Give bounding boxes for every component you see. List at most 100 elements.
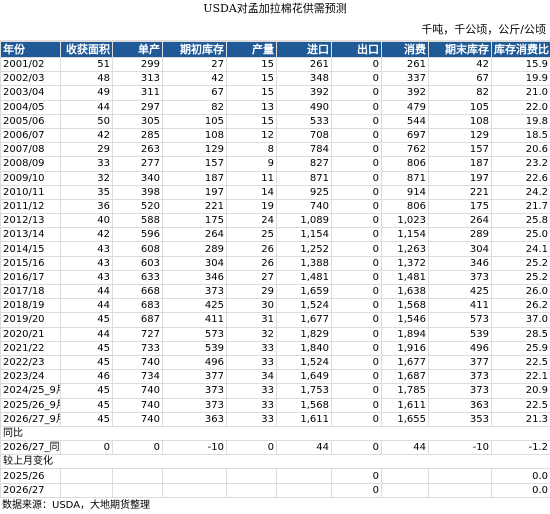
- row-label: 2015/16: [1, 256, 61, 270]
- cell: 261: [382, 58, 429, 72]
- header-cell: 消费: [382, 42, 429, 58]
- cell: 871: [277, 171, 332, 185]
- cell: 49: [61, 86, 113, 100]
- cell: 1,089: [277, 214, 332, 228]
- cell: 26: [227, 256, 277, 270]
- cell: 697: [382, 128, 429, 142]
- cell: 19.8: [492, 114, 550, 128]
- cell: 0: [332, 171, 382, 185]
- cell: 157: [163, 157, 227, 171]
- cell: 0: [332, 214, 382, 228]
- cell: 740: [113, 398, 163, 412]
- cell: [277, 469, 332, 483]
- cell: 0: [332, 299, 382, 313]
- cell: 687: [113, 313, 163, 327]
- cell: 490: [277, 100, 332, 114]
- cell: 1,687: [382, 370, 429, 384]
- cell: 15: [227, 86, 277, 100]
- cell: [61, 469, 113, 483]
- cell: 0: [332, 384, 382, 398]
- cell: 25.2: [492, 256, 550, 270]
- cell: [61, 483, 113, 497]
- row-label: 2023/24: [1, 370, 61, 384]
- header-cell: 期初库存: [163, 42, 227, 58]
- cell: 22.6: [492, 171, 550, 185]
- cell: 197: [163, 185, 227, 199]
- header-row: 年份收获面积单产期初库存产量进口出口消费期末库存库存消费比: [1, 42, 550, 58]
- cell: 0: [332, 355, 382, 369]
- cell: 15: [227, 58, 277, 72]
- title: USDA对孟加拉棉花供需预测: [0, 0, 550, 18]
- row-label: 2017/18: [1, 285, 61, 299]
- cell: 539: [163, 341, 227, 355]
- cell: 45: [61, 384, 113, 398]
- cell: [429, 469, 492, 483]
- cell: 8: [227, 143, 277, 157]
- cell: 0: [332, 313, 382, 327]
- cell: 42: [163, 72, 227, 86]
- cell: 82: [163, 100, 227, 114]
- cell: 588: [113, 214, 163, 228]
- cell: 37.0: [492, 313, 550, 327]
- cell: 14: [227, 185, 277, 199]
- cell: 67: [429, 72, 492, 86]
- cell: [382, 483, 429, 497]
- section-label: 较上月变化: [1, 455, 550, 469]
- cell: 82: [429, 86, 492, 100]
- cell: 9: [227, 157, 277, 171]
- cell: 1,023: [382, 214, 429, 228]
- cell: 36: [61, 199, 113, 213]
- cell: 13: [227, 100, 277, 114]
- cell: 22.5: [492, 355, 550, 369]
- cell: 0: [332, 72, 382, 86]
- cell: 44: [277, 441, 332, 455]
- cell: 297: [113, 100, 163, 114]
- cell: 533: [277, 114, 332, 128]
- cell: 0: [332, 157, 382, 171]
- cell: 40: [61, 214, 113, 228]
- cell: 1,568: [382, 299, 429, 313]
- cell: 44: [61, 299, 113, 313]
- cell: 683: [113, 299, 163, 313]
- cell: 12: [227, 128, 277, 142]
- cell: 44: [382, 441, 429, 455]
- cell: 304: [429, 242, 492, 256]
- cell: 337: [382, 72, 429, 86]
- cell: 353: [429, 412, 492, 426]
- row-label: 2016/17: [1, 270, 61, 284]
- cell: 0: [332, 199, 382, 213]
- cell: 33: [227, 384, 277, 398]
- cell: 0: [332, 398, 382, 412]
- cell: 25.2: [492, 270, 550, 284]
- cell: 1,481: [382, 270, 429, 284]
- cell: 0: [332, 58, 382, 72]
- cell: 45: [61, 341, 113, 355]
- cell: 31: [227, 313, 277, 327]
- unit-note: 千吨，千公顷，公斤/公顷: [0, 18, 550, 41]
- row-label: 2019/20: [1, 313, 61, 327]
- header-cell: 产量: [227, 42, 277, 58]
- cell: 914: [382, 185, 429, 199]
- cell: 44: [61, 327, 113, 341]
- cell: 806: [382, 157, 429, 171]
- cell: 27: [163, 58, 227, 72]
- cell: 19.9: [492, 72, 550, 86]
- cell: 30: [227, 299, 277, 313]
- cell: 1,611: [277, 412, 332, 426]
- cell: 311: [113, 86, 163, 100]
- cell: 20.6: [492, 143, 550, 157]
- cell: 603: [113, 256, 163, 270]
- cell: 0: [332, 270, 382, 284]
- cell: 34: [227, 370, 277, 384]
- cell: 26.0: [492, 285, 550, 299]
